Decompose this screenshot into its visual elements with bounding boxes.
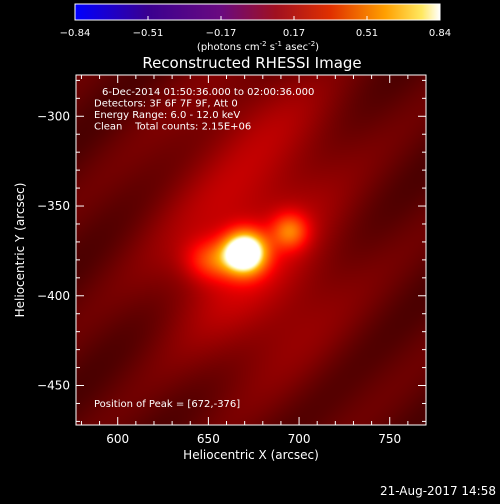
x-axis-label: Heliocentric X (arcsec) — [183, 448, 319, 462]
chart-title: Reconstructed RHESSI Image — [142, 54, 361, 72]
info-line: 6-Dec-2014 01:50:36.000 to 02:00:36.000 — [102, 87, 314, 98]
y-tick-label: −350 — [37, 199, 70, 213]
colorbar-tick-label: 0.51 — [356, 28, 378, 39]
x-axis: 600 650 700 750 — [80, 75, 427, 446]
colorbar-tick-label: −0.17 — [206, 28, 237, 39]
y-tick-label: −400 — [37, 289, 70, 303]
y-axis: −300 −350 −400 −450 — [37, 79, 426, 422]
x-tick-label: 650 — [197, 432, 220, 446]
colorbar-tick-label: −0.84 — [60, 28, 91, 39]
y-tick-label: −450 — [37, 379, 70, 393]
peak-position-label: Position of Peak = [672,-376] — [94, 399, 240, 410]
footer-timestamp: 21-Aug-2017 14:58 — [380, 484, 496, 498]
x-tick-label: 750 — [378, 432, 401, 446]
x-tick-label: 700 — [288, 432, 311, 446]
y-tick-label: −300 — [37, 109, 70, 123]
colorbar-units-label: (photons cm-2 s-1 asec-2) — [197, 40, 319, 53]
info-line: Clean Total counts: 2.15E+06 — [94, 122, 251, 133]
colorbar-tick-label: 0.17 — [283, 28, 305, 39]
x-tick-label: 600 — [106, 432, 129, 446]
info-block: 6-Dec-2014 01:50:36.000 to 02:00:36.000D… — [94, 87, 314, 133]
info-line: Energy Range: 6.0 - 12.0 keV — [94, 110, 240, 121]
colorbar-tick-label: 0.84 — [429, 28, 451, 39]
colorbar — [74, 3, 441, 21]
heatmap-image — [76, 75, 426, 425]
colorbar-tick-label: −0.51 — [133, 28, 164, 39]
plot-frame — [75, 74, 427, 426]
y-axis-label: Heliocentric Y (arcsec) — [13, 183, 27, 318]
info-line: Detectors: 3F 6F 7F 9F, Att 0 — [94, 99, 238, 110]
colorbar-ticks: −0.84 −0.51 −0.17 0.17 0.51 0.84 — [60, 16, 451, 39]
